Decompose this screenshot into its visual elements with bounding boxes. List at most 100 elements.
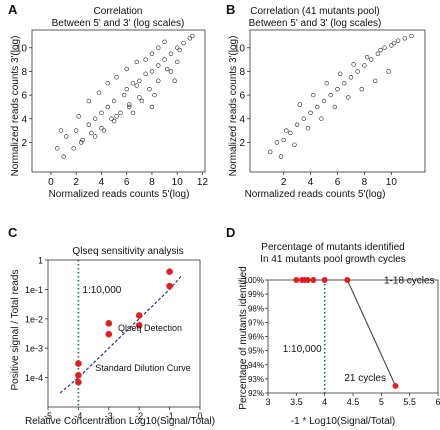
data-point <box>348 75 354 80</box>
data-point <box>305 126 311 131</box>
data-point <box>328 92 333 98</box>
panel-c-sensitivity-chart: Qlseq sensitivity analysis Relative Conc… <box>10 246 215 427</box>
data-point <box>114 75 119 80</box>
chart-c-y-label: Positive signal / Total reads <box>10 270 21 391</box>
y-tick-label: 6 <box>239 91 245 102</box>
y-tick-label: 95% <box>248 347 264 356</box>
data-point <box>86 98 92 104</box>
data-point <box>321 277 328 283</box>
data-point <box>364 55 370 60</box>
data-point <box>99 110 104 116</box>
x-tick-label: 10 <box>172 177 184 188</box>
data-point <box>80 137 85 143</box>
x-tick-label: 12 <box>197 177 209 188</box>
data-point <box>127 104 132 110</box>
x-tick-label: 4 <box>99 177 105 188</box>
series-label-qlseq-detection: Qlseq Detection <box>118 323 182 333</box>
data-point <box>355 69 360 74</box>
data-point <box>386 69 391 74</box>
panel-letter-c: C <box>8 225 18 240</box>
data-point <box>187 36 193 41</box>
chart-d-title: Percentage of mutants identified <box>261 242 404 253</box>
x-tick-label: 8 <box>362 177 368 188</box>
y-tick-label: 100% <box>244 276 264 285</box>
data-point <box>86 122 92 127</box>
data-point <box>190 33 195 39</box>
x-tick-label: 6 <box>335 177 341 188</box>
data-point <box>156 78 161 84</box>
y-tick-label: 10 <box>234 43 246 54</box>
x-tick-label: 0 <box>48 177 54 188</box>
data-point <box>372 78 378 84</box>
panel-letter-d: D <box>226 225 235 240</box>
x-tick-label: 8 <box>149 177 155 188</box>
data-point <box>121 92 127 98</box>
data-point <box>292 142 297 147</box>
chart-d-y-label: Percentage of mutants identified <box>238 266 249 409</box>
x-tick-label: 5.5 <box>403 397 416 407</box>
data-point <box>402 36 408 41</box>
x-tick-label: -2 <box>135 411 143 421</box>
data-point <box>278 154 284 159</box>
data-point <box>111 118 117 124</box>
data-point <box>89 130 94 136</box>
data-point <box>149 51 155 56</box>
data-point <box>134 83 140 88</box>
data-point <box>156 45 161 50</box>
data-point <box>392 382 399 389</box>
y-tick-label: 1e-1 <box>25 285 43 295</box>
annotation-cycles-21: 21 cycles <box>344 373 386 384</box>
data-point <box>337 71 343 76</box>
data-point <box>346 95 351 100</box>
data-point <box>172 78 177 84</box>
plot-frame <box>47 259 201 408</box>
x-tick-label: -1 <box>166 411 174 421</box>
data-point <box>92 134 98 139</box>
panel-a-scatter-chart: Correlation Between 5' and 3' (log scale… <box>10 6 208 200</box>
series-line <box>296 279 397 387</box>
y-tick-label: 93% <box>248 375 264 384</box>
data-point <box>324 81 329 86</box>
x-tick-label: 10 <box>386 177 398 188</box>
data-point <box>124 86 129 92</box>
data-point-qlseq-detection <box>135 322 143 329</box>
data-point <box>321 98 327 104</box>
data-point <box>281 137 286 143</box>
data-point-qlseq-detection <box>75 378 82 386</box>
data-point <box>114 114 119 119</box>
data-point <box>378 47 383 53</box>
data-point <box>359 86 364 92</box>
data-point <box>304 277 311 283</box>
data-point <box>130 81 136 86</box>
data-point <box>368 57 374 62</box>
x-tick-label: 2 <box>281 177 287 188</box>
data-point <box>137 78 142 84</box>
reference-line-label: 1:10,000 <box>283 344 322 355</box>
data-point <box>61 154 66 159</box>
chart-a-x-label: Normalized reads counts 5'(log) <box>49 189 190 200</box>
panel-letter-a: A <box>8 2 18 17</box>
data-point <box>284 128 289 133</box>
data-point <box>175 59 180 65</box>
data-point <box>389 43 394 48</box>
y-tick-label: 96% <box>248 333 264 342</box>
panel-letter-b: B <box>226 2 235 17</box>
y-tick-label: 1e-2 <box>25 314 43 324</box>
data-point <box>63 134 69 139</box>
data-point <box>177 47 182 53</box>
chart-a-subtitle: Between 5' and 3' (log scales) <box>52 18 185 29</box>
data-point <box>162 39 167 45</box>
reference-line-label: 1:10,000 <box>82 285 121 296</box>
x-tick-label: 0 <box>197 411 202 421</box>
data-point <box>156 63 161 68</box>
data-point <box>311 92 316 98</box>
data-point <box>96 90 102 95</box>
data-point <box>351 62 356 67</box>
data-point <box>267 149 273 155</box>
data-point <box>92 116 98 121</box>
data-point <box>101 128 107 133</box>
data-point <box>105 81 110 86</box>
y-tick-label: 10 <box>16 43 28 54</box>
y-tick-label: 4 <box>239 114 245 125</box>
